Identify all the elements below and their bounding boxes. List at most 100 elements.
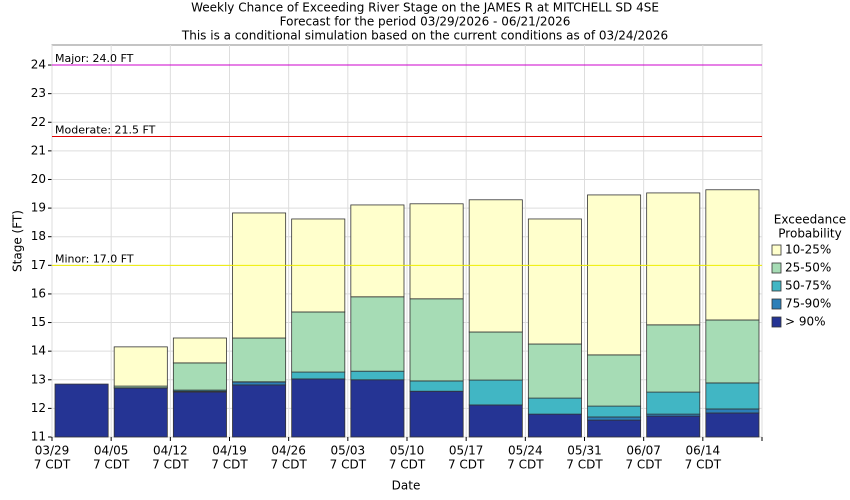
- bar-segment: [291, 378, 346, 438]
- bar-segment: [350, 379, 405, 438]
- x-tick-time: 7 CDT: [152, 458, 189, 472]
- bar-segment: [409, 203, 464, 300]
- y-tick-label: 13: [31, 372, 46, 386]
- bar-segment: [291, 371, 346, 380]
- y-tick-label: 12: [31, 401, 46, 415]
- x-tick-label: 06/07: [626, 444, 661, 458]
- chart-subtitle: Forecast for the period 03/29/2026 - 06/…: [280, 15, 571, 29]
- chart-note: This is a conditional simulation based o…: [181, 29, 668, 43]
- legend-label: 10-25%: [785, 243, 831, 257]
- x-axis-label: Date: [392, 479, 421, 493]
- bar-segment: [527, 218, 582, 345]
- legend-swatch: [771, 262, 782, 274]
- threshold-label: Moderate: 21.5 FT: [55, 124, 156, 137]
- bar-segment: [291, 311, 346, 373]
- bar-segment: [232, 337, 287, 383]
- x-tick-time: 7 CDT: [625, 458, 662, 472]
- bar-segment: [409, 298, 464, 382]
- y-tick-label: 11: [31, 430, 46, 444]
- bar-segment: [350, 204, 405, 298]
- bar-segment: [468, 331, 523, 381]
- x-tick-label: 05/10: [390, 444, 425, 458]
- x-tick-label: 03/29: [35, 444, 70, 458]
- legend-label: > 90%: [785, 315, 826, 329]
- y-tick-label: 20: [31, 172, 46, 186]
- x-tick-label: 04/26: [271, 444, 306, 458]
- legend-swatch: [771, 244, 782, 256]
- bar-segment: [587, 405, 642, 418]
- bar-segment: [646, 415, 701, 438]
- y-tick-label: 15: [31, 315, 46, 329]
- bar-segment: [587, 419, 642, 438]
- y-tick-label: 19: [31, 201, 46, 215]
- x-tick-time: 7 CDT: [685, 458, 722, 472]
- x-tick-time: 7 CDT: [330, 458, 367, 472]
- x-tick-time: 7 CDT: [211, 458, 248, 472]
- y-tick-label: 21: [31, 143, 46, 157]
- bar-segment: [527, 413, 582, 438]
- x-tick-time: 7 CDT: [34, 458, 71, 472]
- bar-segment: [587, 416, 642, 421]
- bar-segment: [527, 397, 582, 415]
- bar-segment: [113, 346, 168, 387]
- bar-segment: [113, 387, 168, 438]
- bar-segment: [587, 354, 642, 407]
- bar-segment: [232, 381, 287, 386]
- y-tick-label: 23: [31, 86, 46, 100]
- threshold-label: Major: 24.0 FT: [55, 52, 134, 65]
- bar-segment: [646, 324, 701, 393]
- x-tick-label: 06/14: [686, 444, 721, 458]
- bar-segment: [646, 192, 701, 326]
- bar-segment: [232, 212, 287, 339]
- x-tick-time: 7 CDT: [93, 458, 130, 472]
- bar-segment: [172, 391, 227, 438]
- bar-segment: [705, 319, 760, 384]
- bar-segment: [705, 382, 760, 410]
- legend-label: 25-50%: [785, 261, 831, 275]
- bar-segment: [587, 194, 642, 356]
- bar-segment: [232, 384, 287, 438]
- x-tick-time: 7 CDT: [270, 458, 307, 472]
- bar-segment: [468, 199, 523, 333]
- x-tick-label: 04/12: [153, 444, 188, 458]
- x-tick-time: 7 CDT: [507, 458, 544, 472]
- y-tick-label: 24: [31, 58, 46, 72]
- y-tick-label: 16: [31, 286, 46, 300]
- bar-segment: [172, 362, 227, 391]
- threshold-label: Minor: 17.0 FT: [55, 252, 134, 265]
- legend-title-line: Probability: [778, 227, 841, 241]
- bar-segment: [527, 343, 582, 399]
- y-tick-label: 18: [31, 229, 46, 243]
- bar-segment: [172, 337, 227, 364]
- x-tick-time: 7 CDT: [566, 458, 603, 472]
- bar-segment: [468, 404, 523, 438]
- legend-swatch: [771, 316, 782, 328]
- x-tick-label: 05/31: [567, 444, 602, 458]
- y-tick-label: 17: [31, 258, 46, 272]
- bar-segment: [705, 412, 760, 438]
- bar-segment: [54, 383, 109, 438]
- bar-segment: [468, 379, 523, 406]
- x-tick-label: 05/03: [331, 444, 366, 458]
- chart-title: Weekly Chance of Exceeding River Stage o…: [191, 1, 659, 15]
- bar-segment: [705, 189, 760, 321]
- legend-swatch: [771, 298, 782, 310]
- y-axis-label: Stage (FT): [11, 210, 25, 272]
- bar-segment: [350, 370, 405, 381]
- bar-segment: [350, 296, 405, 372]
- x-tick-time: 7 CDT: [448, 458, 485, 472]
- x-tick-label: 04/19: [212, 444, 247, 458]
- legend-label: 75-90%: [785, 297, 831, 311]
- x-tick-label: 05/24: [508, 444, 543, 458]
- bar-segment: [646, 391, 701, 415]
- y-tick-label: 14: [31, 344, 46, 358]
- x-tick-label: 05/17: [449, 444, 484, 458]
- legend-label: 50-75%: [785, 279, 831, 293]
- y-tick-label: 22: [31, 115, 46, 129]
- bar-segment: [409, 380, 464, 392]
- bar-segment: [705, 408, 760, 414]
- legend-swatch: [771, 280, 782, 292]
- legend-title-line: Exceedance: [774, 213, 846, 227]
- x-tick-time: 7 CDT: [389, 458, 426, 472]
